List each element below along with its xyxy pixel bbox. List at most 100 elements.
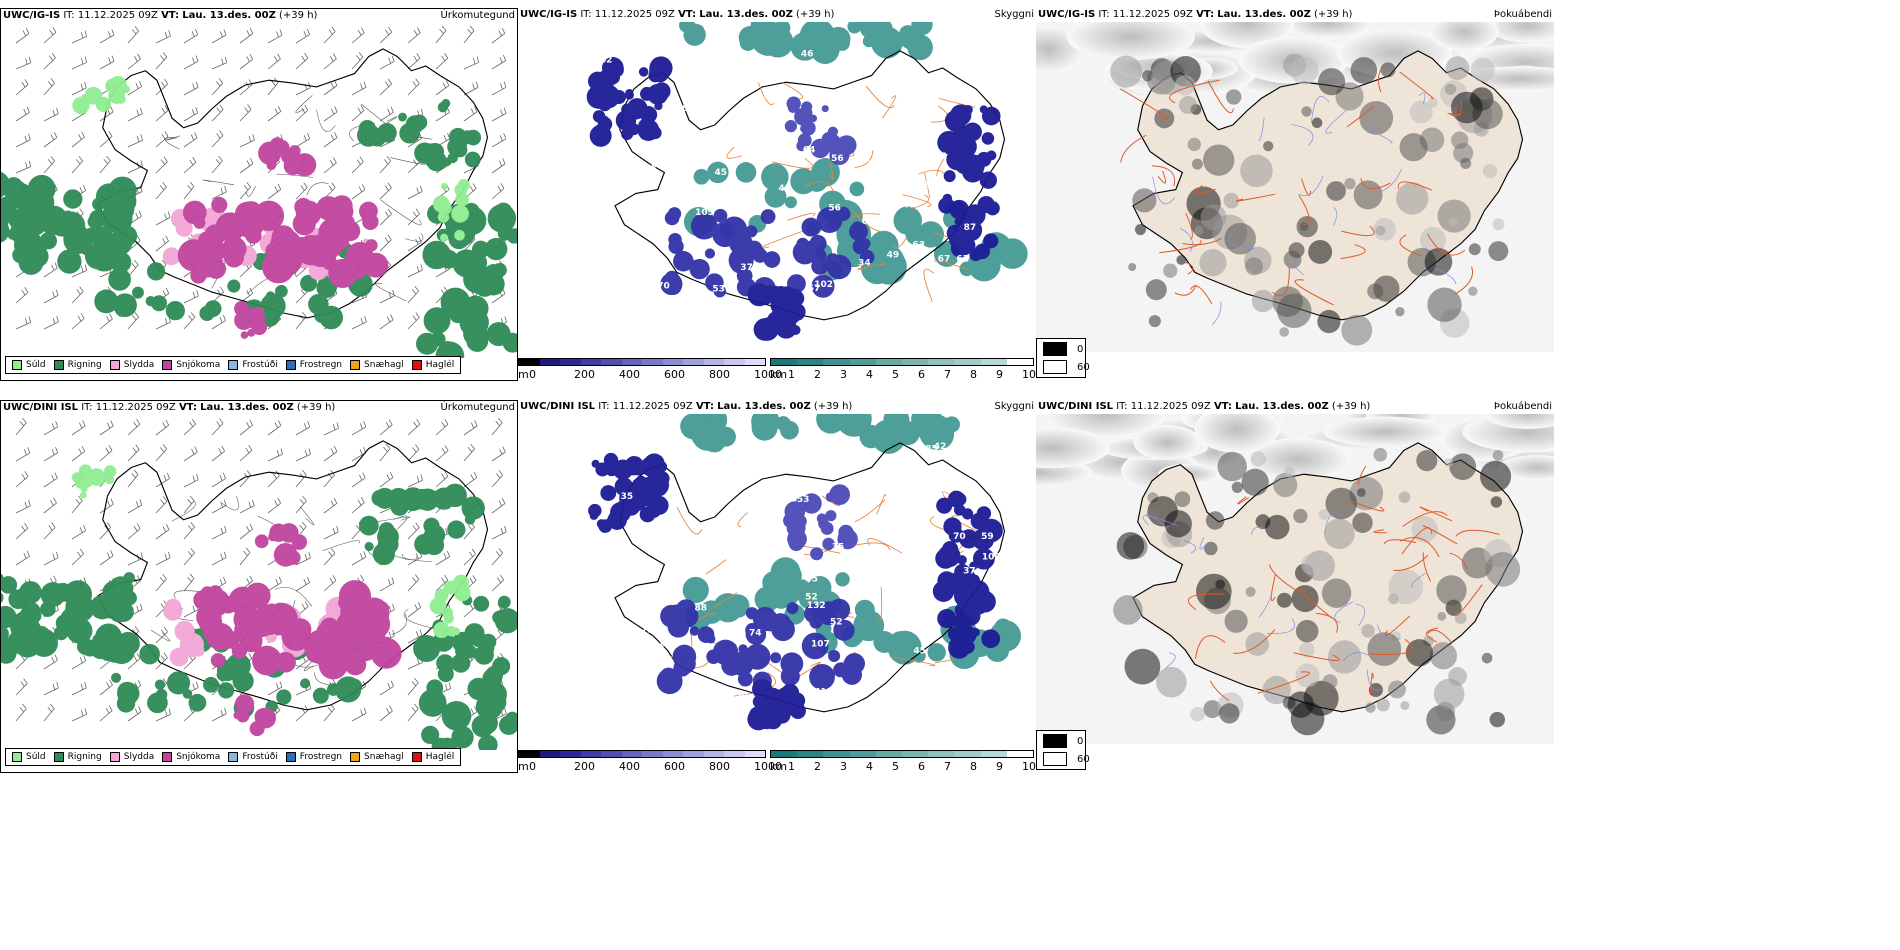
panel-header: UWC/IG-IS IT: 11.12.2025 09Z VT: Lau. 13… <box>1038 8 1552 22</box>
colorbar-unit: km <box>770 760 788 773</box>
valid-time: Lau. 13.des. 00Z <box>182 10 276 21</box>
precip-type-legend: Súld Rigning Slydda Snjókoma Frostúði Frostre… <box>5 748 462 766</box>
vt-label: VT: <box>678 9 697 20</box>
colorbar-tick: 2 <box>814 760 821 773</box>
legend-swatch <box>350 360 361 370</box>
lead-time: (+39 h) <box>1314 9 1353 20</box>
visibility-value: 37 <box>963 567 976 577</box>
visibility-value: 77 <box>854 48 867 58</box>
fog-legend-item: 0 <box>1043 734 1083 748</box>
colorbar-strip <box>770 358 1034 366</box>
visibility-value: 35 <box>832 543 845 553</box>
colorbar-bin <box>744 359 765 365</box>
colorbar-bin <box>724 359 745 365</box>
lead-time: (+39 h) <box>796 9 835 20</box>
visibility-value: 37 <box>740 263 753 273</box>
panel-title: Skyggni <box>994 401 1034 412</box>
colorbar-tick: 7 <box>944 368 951 381</box>
terrain-fields <box>586 56 1001 341</box>
visibility-value: 81 <box>770 538 783 548</box>
visibility-value: 105 <box>695 208 714 218</box>
visibility-value: 65 <box>862 524 875 534</box>
legend-swatch <box>12 752 22 762</box>
legend-swatch <box>109 360 120 370</box>
fog-legend-label: 0 <box>1077 343 1084 355</box>
colorbar-bin <box>519 359 540 365</box>
colorbar-bin <box>683 359 704 365</box>
legend-item: Frostúði <box>228 360 278 370</box>
fog-index-map <box>1036 414 1554 744</box>
colorbar-bin <box>928 751 955 757</box>
legend-label: Snjókoma <box>176 360 221 370</box>
legend-swatch <box>53 360 64 370</box>
fog-index-panel-row1: UWC/IG-IS IT: 11.12.2025 09Z VT: Lau. 13… <box>1036 8 1554 381</box>
colorbar-tick: 8 <box>970 760 977 773</box>
visibility-value: 95 <box>636 303 649 313</box>
vt-label: VT: <box>695 401 714 412</box>
colorbar-tick: 400 <box>619 760 640 773</box>
visibility-value: 80 <box>773 487 786 497</box>
visibility-value: 40 <box>668 447 681 457</box>
panel-header: UWC/DINI ISL IT: 11.12.2025 09Z VT: Lau.… <box>1038 400 1552 414</box>
it-label: IT: <box>1116 401 1128 412</box>
visibility-value: 44 <box>974 665 987 675</box>
visibility-value: 100 <box>829 296 848 306</box>
terrain-colorbar: m 0 200 400 600 800 1000 <box>518 750 782 773</box>
visibility-value: 83 <box>592 600 605 610</box>
visibility-value: 71 <box>896 498 909 508</box>
colorbar-bin <box>823 359 850 365</box>
fog-legend-swatch <box>1043 734 1067 748</box>
legend-label: Frostregn <box>299 360 343 370</box>
colorbar-tick: 800 <box>709 760 730 773</box>
legend-label: Haglél <box>425 752 455 762</box>
visibility-value: 73 <box>742 463 755 473</box>
visibility-value: 164 <box>624 629 643 639</box>
visibility-value: 46 <box>801 50 814 60</box>
colorbar-tick: 9 <box>996 760 1003 773</box>
it-label: IT: <box>1098 9 1110 20</box>
visibility-colorbar: km 1 2 3 4 5 6 7 8 9 10 <box>770 750 1036 773</box>
legend-label: Slydda <box>123 360 155 370</box>
colorbar-bin <box>744 751 765 757</box>
visibility-value: 31 <box>819 716 832 726</box>
colorbar-bin <box>560 359 581 365</box>
colorbar-bin <box>642 359 663 365</box>
visibility-value: 285 <box>919 445 938 455</box>
visibility-value: 57 <box>605 301 618 311</box>
visibility-value: 36 <box>676 104 689 114</box>
legend-label: Frostregn <box>299 752 343 762</box>
legend-item: Slydda <box>109 360 155 370</box>
init-time: 11.12.2025 09Z <box>594 9 675 20</box>
legend-swatch <box>228 360 239 370</box>
visibility-value: 64 <box>803 145 816 155</box>
colorbar-tick: 1 <box>788 760 795 773</box>
fog-index-map <box>1036 22 1554 352</box>
visibility-value: 36 <box>615 570 628 580</box>
colorbar-bin <box>823 751 850 757</box>
visibility-map: 58 48 37 34 56 44 49 87 79 99 105 88 38 62 47 41 37 45 42 4… <box>518 22 1036 352</box>
lead-time: (+39 h) <box>1331 401 1371 412</box>
colorbar-bin <box>980 751 1007 757</box>
panel-title: Úrkomutegund <box>440 402 515 413</box>
visibility-value: 324 <box>720 327 739 337</box>
visibility-value: 57 <box>808 284 821 294</box>
visibility-value: 46 <box>663 538 676 548</box>
colorbar-tick: 200 <box>574 368 595 381</box>
visibility-value: 47 <box>903 200 916 210</box>
visibility-value: 38 <box>793 478 806 488</box>
visibility-value: 31 <box>725 704 738 714</box>
colorbar-bin <box>662 359 683 365</box>
colorbar-tick: 600 <box>664 368 685 381</box>
visibility-value: 79 <box>868 160 881 170</box>
terrain-fields <box>588 452 1003 731</box>
visibility-value: 86 <box>914 477 927 487</box>
colorbar-bin <box>662 751 683 757</box>
legend-swatch <box>228 752 239 762</box>
colorbar-bin <box>539 359 560 365</box>
legend-label: Rigning <box>67 752 102 762</box>
init-time: 11.12.2025 09Z <box>1112 9 1193 20</box>
lead-time: (+39 h) <box>279 10 318 21</box>
colorbar-bin <box>797 751 824 757</box>
colorbar-bin <box>849 751 876 757</box>
fog-legend-item: 0 <box>1043 342 1083 356</box>
